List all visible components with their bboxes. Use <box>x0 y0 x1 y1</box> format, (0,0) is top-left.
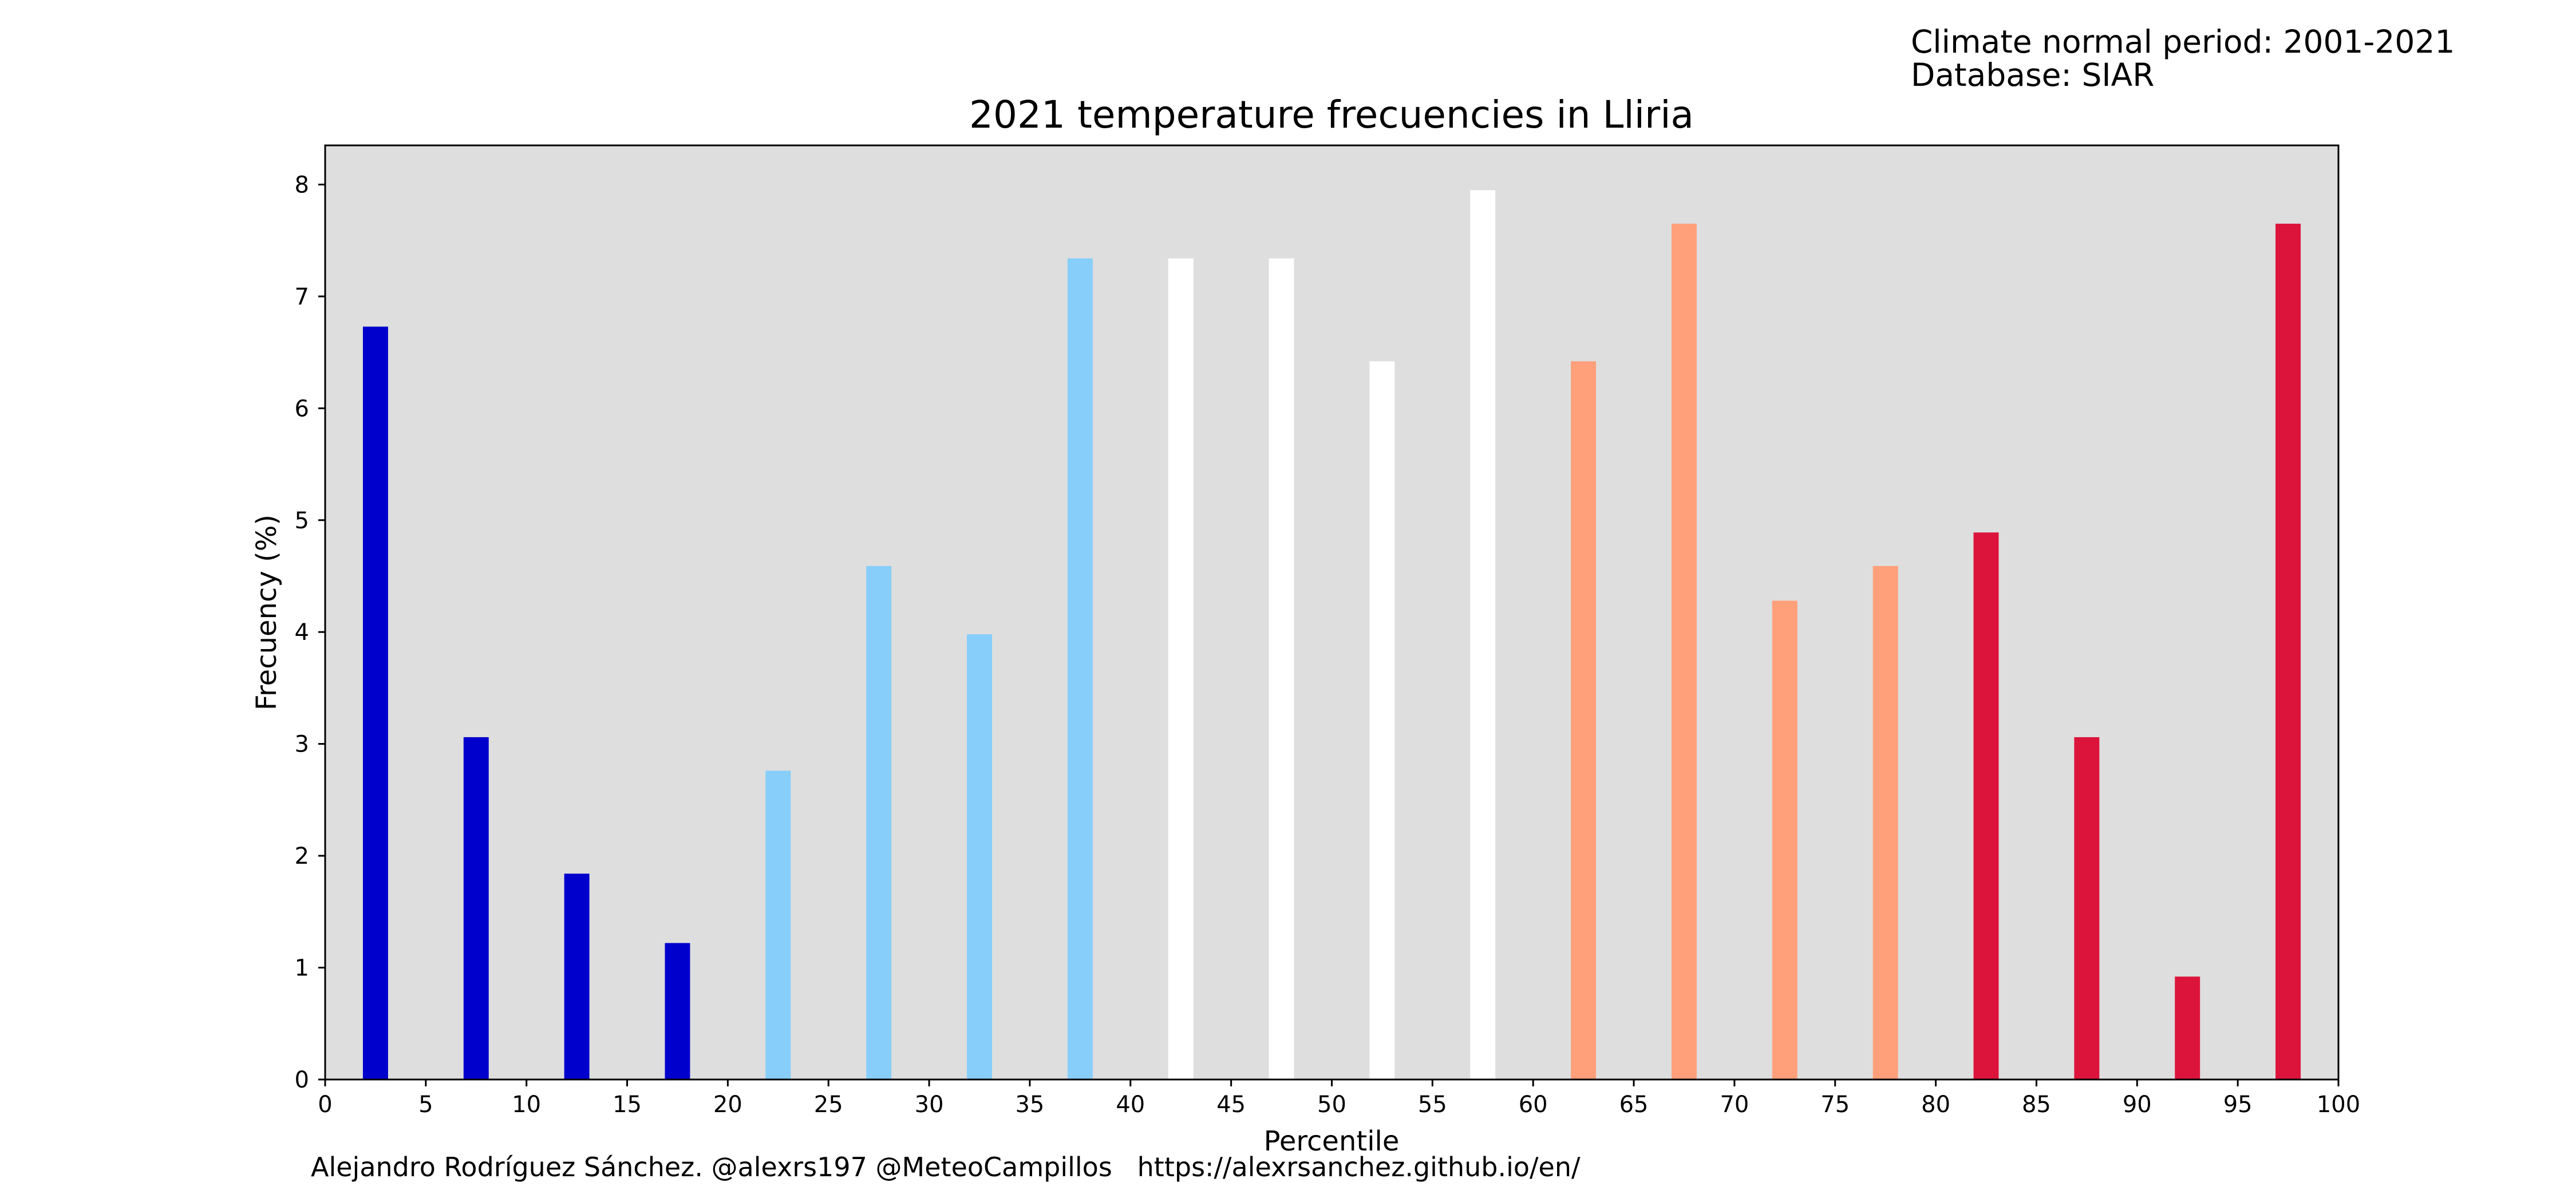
bar-2 <box>463 737 489 1080</box>
bar-3 <box>564 873 590 1080</box>
bar-18 <box>2074 737 2100 1080</box>
bar-9 <box>1168 258 1194 1080</box>
y-tick-label: 7 <box>295 284 309 310</box>
x-axis-label: Percentile <box>1264 1125 1400 1157</box>
x-tick-label: 95 <box>2223 1092 2253 1118</box>
bar-10 <box>1269 258 1294 1080</box>
climate-period-text: Climate normal period: 2001-2021 <box>1911 23 2455 60</box>
bar-20 <box>2275 223 2301 1080</box>
x-tick-label: 100 <box>2317 1092 2360 1118</box>
bar-5 <box>765 770 791 1080</box>
bar-14 <box>1671 223 1697 1080</box>
bar-16 <box>1872 566 1898 1080</box>
x-tick-label: 5 <box>418 1092 433 1118</box>
bar-8 <box>1067 258 1093 1080</box>
x-tick-label: 25 <box>814 1092 843 1118</box>
plot-frame <box>324 144 2340 1081</box>
x-tick-label: 80 <box>1921 1092 1950 1118</box>
plot-area <box>325 145 2338 1080</box>
bar-4 <box>665 943 690 1080</box>
bar-6 <box>866 566 892 1080</box>
x-tick-label: 20 <box>713 1092 742 1118</box>
x-tick-label: 50 <box>1317 1092 1346 1118</box>
y-tick-label: 2 <box>295 843 309 869</box>
bar-12 <box>1470 190 1496 1080</box>
x-tick-label: 45 <box>1216 1092 1246 1118</box>
x-tick-label: 60 <box>1519 1092 1548 1118</box>
bar-11 <box>1369 361 1395 1080</box>
database-text: Database: SIAR <box>1911 57 2154 93</box>
y-tick-label: 1 <box>295 955 309 982</box>
x-tick-label: 15 <box>613 1092 642 1118</box>
y-axis-label: Frecuency (%) <box>251 515 283 710</box>
x-tick-label: 90 <box>2123 1092 2152 1118</box>
y-tick-label: 4 <box>295 619 309 646</box>
bar-17 <box>1973 532 1999 1080</box>
bar-15 <box>1772 600 1797 1080</box>
x-tick-label: 30 <box>915 1092 944 1118</box>
y-tick-label: 5 <box>295 508 309 534</box>
y-tick-label: 3 <box>295 732 309 758</box>
x-tick-label: 10 <box>512 1092 541 1118</box>
bar-1 <box>362 326 388 1080</box>
x-tick-label: 35 <box>1015 1092 1044 1118</box>
x-tick-label: 70 <box>1720 1092 1749 1118</box>
x-tick-label: 55 <box>1418 1092 1447 1118</box>
bars-group <box>362 190 2301 1080</box>
bar-13 <box>1571 361 1597 1080</box>
x-tick-label: 75 <box>1820 1092 1850 1118</box>
chart-title: 2021 temperature frecuencies in Lliria <box>969 93 1694 137</box>
x-tick-label: 85 <box>2022 1092 2051 1118</box>
x-tick-label: 40 <box>1116 1092 1145 1118</box>
bar-19 <box>2175 976 2200 1080</box>
credit-footer: Alejandro Rodríguez Sánchez. @alexrs197 … <box>311 1152 1581 1183</box>
x-axis-ticks: 0 5 10 15 20 25 30 35 40 45 50 55 60 65 70 75 80 85 90 95 10… <box>318 1080 2360 1118</box>
y-tick-label: 0 <box>295 1067 309 1093</box>
y-axis-ticks: 0 1 2 3 4 5 6 7 8 <box>295 172 325 1093</box>
y-tick-label: 8 <box>295 172 309 198</box>
x-tick-label: 65 <box>1619 1092 1649 1118</box>
x-tick-label: 0 <box>318 1092 332 1118</box>
bar-7 <box>967 634 993 1080</box>
y-tick-label: 6 <box>295 396 309 422</box>
